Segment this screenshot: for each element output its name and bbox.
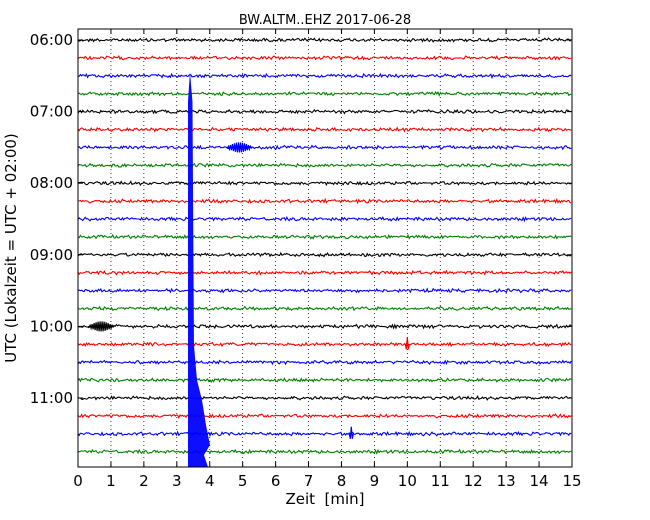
x-tick-label: 9 [370, 472, 380, 490]
seismogram-trace [77, 251, 572, 258]
x-axis-label: Zeit [min] [285, 490, 364, 508]
spike-event [348, 426, 354, 439]
seismogram-trace [77, 341, 572, 348]
seismogram-trace [77, 233, 572, 240]
x-tick-label: 0 [73, 472, 83, 490]
seismogram-trace [77, 430, 572, 437]
seismogram-trace [77, 395, 572, 401]
seismogram-trace [77, 54, 572, 61]
y-axis: 06:00 07:00 08:00 09:00 10:00 11:00 [30, 31, 572, 407]
seismogram-trace [77, 197, 572, 205]
seismogram-trace [77, 305, 572, 312]
y-tick-label: 09:00 [30, 246, 73, 264]
seismogram-trace [77, 144, 572, 151]
seismogram-trace [77, 162, 572, 168]
plot-frame [77, 28, 573, 468]
x-tick-label: 10 [398, 472, 417, 490]
x-tick-label: 14 [530, 472, 549, 490]
seismic-events [87, 71, 410, 467]
seismogram-trace [77, 108, 572, 115]
seismogram-trace [77, 377, 572, 383]
y-tick-label: 06:00 [30, 31, 73, 49]
x-tick-label: 2 [139, 472, 149, 490]
seismogram-trace [77, 37, 572, 43]
x-tick-label: 7 [304, 472, 314, 490]
seismogram-trace [77, 359, 572, 366]
x-tick-label: 5 [238, 472, 248, 490]
seismogram-trace [77, 287, 572, 294]
x-tick-label: 4 [205, 472, 215, 490]
y-tick-label: 10:00 [30, 317, 73, 335]
seismogram-trace [77, 413, 572, 419]
x-axis: 0 1 2 3 4 5 6 7 8 9 10 11 12 13 14 15 [73, 29, 582, 490]
x-tick-label: 11 [431, 472, 450, 490]
y-axis-label: UTC (Lokalzeit = UTC + 02:00) [2, 133, 20, 363]
x-tick-label: 3 [172, 472, 182, 490]
earthquake-signal [187, 71, 210, 467]
x-tick-label: 6 [271, 472, 281, 490]
spike-event [404, 337, 410, 350]
y-tick-label: 11:00 [30, 389, 73, 407]
chart-title: BW.ALTM..EHZ 2017-06-28 [239, 13, 411, 28]
seismogram-trace [77, 126, 572, 133]
x-tick-label: 12 [464, 472, 483, 490]
x-tick-label: 15 [562, 472, 581, 490]
y-tick-label: 07:00 [30, 103, 73, 121]
local-event [87, 321, 115, 332]
local-event [226, 142, 253, 153]
seismogram-trace [77, 90, 572, 97]
seismogram-trace [77, 269, 572, 276]
seismogram-trace [77, 323, 572, 330]
y-tick-label: 08:00 [30, 174, 73, 192]
seismogram-trace [77, 216, 572, 223]
seismogram-trace [77, 72, 572, 80]
seismogram-trace [77, 180, 572, 187]
x-tick-label: 13 [497, 472, 516, 490]
x-tick-label: 8 [337, 472, 347, 490]
seismogram-traces [77, 37, 572, 455]
seismogram-trace [77, 448, 572, 455]
x-tick-label: 1 [106, 472, 116, 490]
